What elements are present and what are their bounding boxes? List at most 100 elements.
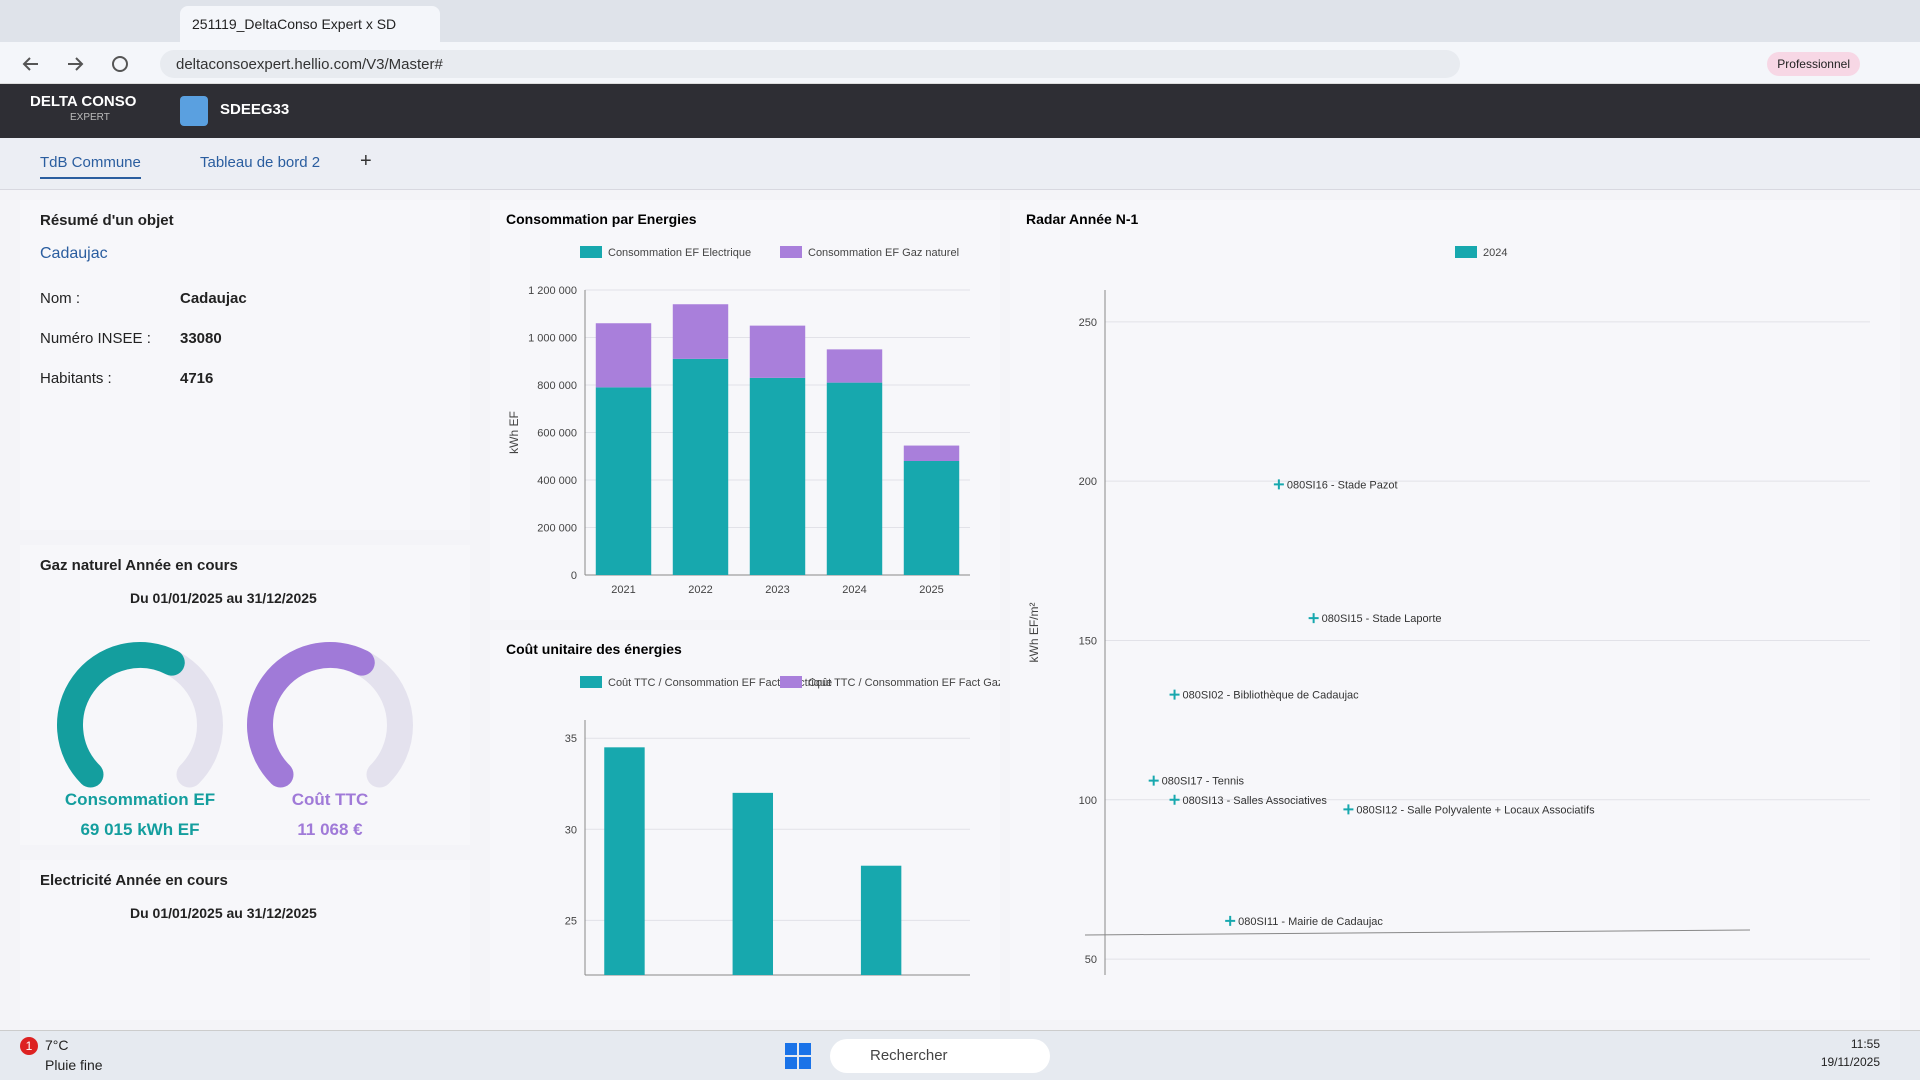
- weather[interactable]: Pluie fine: [45, 1057, 103, 1073]
- field-label: Numéro INSEE :: [40, 330, 151, 347]
- org-icon: [180, 96, 208, 126]
- gauge-value: [247, 642, 375, 788]
- clock-date: 19/11/2025: [1820, 1055, 1880, 1069]
- bar: [604, 747, 645, 975]
- unit-cost-chart: Coût unitaire des énergies Coût TTC / Con…: [490, 630, 1000, 1020]
- panel-title: Gaz naturel Année en cours: [40, 557, 238, 574]
- x-tick-label: 2021: [611, 584, 635, 596]
- point-label: 080SI16 - Stade Pazot: [1287, 479, 1398, 491]
- point-label: 080SI11 - Mairie de Cadaujac: [1238, 916, 1383, 928]
- point-label: 080SI13 - Salles Associatives: [1183, 795, 1328, 807]
- summary-panel: Résumé d'un objet Cadaujac Nom : Cadauja…: [20, 200, 470, 530]
- legend-swatch: [780, 246, 802, 258]
- legend-label: Consommation EF Electrique: [608, 247, 751, 259]
- x-tick-label: 2025: [919, 584, 943, 596]
- add-tab[interactable]: +: [360, 150, 372, 172]
- bar-segment: [595, 387, 652, 575]
- bar-segment: [903, 445, 960, 461]
- radar-chart: Radar Année N-1 2024 50 100 150 200 250 kWh EF/…: [1010, 200, 1900, 1020]
- legend-label: Coût TTC / Consommation EF Fact Electriq…: [608, 677, 832, 689]
- panel-title: Résumé d'un objet: [40, 212, 174, 229]
- y-tick-label: 600 000: [537, 428, 577, 440]
- y-tick-label: 800 000: [537, 380, 577, 392]
- bar-segment: [826, 382, 883, 575]
- point: [1273, 479, 1284, 490]
- field-value: Cadaujac: [180, 290, 247, 307]
- legend-swatch: [580, 676, 602, 688]
- point: [1148, 775, 1159, 786]
- point: [1343, 804, 1354, 815]
- field-value: 4716: [180, 370, 214, 387]
- y-tick-label: 200 000: [537, 523, 577, 535]
- browser-tab-bar: 251119_DeltaConso Expert x SD: [0, 0, 1920, 42]
- chart-title: Consommation par Energies: [506, 211, 697, 227]
- dashboard-tabs: TdB Commune Tableau de bord 2 +: [0, 138, 1920, 190]
- y-axis-label: kWh EF/m²: [1027, 603, 1041, 663]
- gauge-value-label: 11 068 €: [297, 820, 363, 839]
- gauge-label: Coût TTC: [292, 790, 368, 809]
- panel-title: Electricité Année en cours: [40, 872, 228, 889]
- gas-panel: Gaz naturel Année en cours Du 01/01/2025…: [20, 545, 470, 845]
- field-value: 33080: [180, 330, 222, 347]
- app-header: DELTA CONSO EXPERT SDEEG33: [0, 84, 1920, 138]
- clock-time: 11:55: [1850, 1037, 1880, 1051]
- organisation[interactable]: SDEEG33: [220, 101, 290, 118]
- y-axis-label: kWh EF: [507, 411, 521, 454]
- object-name[interactable]: Cadaujac: [40, 245, 108, 262]
- consumption-chart: Consommation par Energies Consommation EF…: [490, 200, 1000, 620]
- y-tick-label: 250: [1079, 317, 1097, 329]
- panel-bg: [1010, 200, 1900, 1020]
- legend-swatch: [780, 676, 802, 688]
- point-label: 080SI12 - Salle Polyvalente + Locaux Ass…: [1356, 804, 1595, 816]
- nav-buttons[interactable]: [20, 50, 140, 78]
- logo[interactable]: DELTA CONSO EXPERT: [30, 94, 136, 126]
- gauge-value-label: 69 015 kWh EF: [80, 820, 199, 839]
- y-tick-label: 25: [565, 915, 577, 927]
- y-tick-label: 150: [1079, 635, 1097, 647]
- chart-title: Coût unitaire des énergies: [506, 641, 682, 657]
- legend-label: Coût TTC / Consommation EF Fact Gaz natu…: [808, 677, 1000, 689]
- dashboard-tab[interactable]: TdB Commune: [40, 154, 141, 179]
- point-label: 080SI02 - Bibliothèque de Cadaujac: [1183, 690, 1360, 702]
- url[interactable]: deltaconsoexpert.hellio.com/V3/Master#: [160, 50, 1460, 78]
- profile-button[interactable]: Professionnel: [1767, 52, 1860, 76]
- dashboard-tab[interactable]: Tableau de bord 2: [200, 154, 321, 171]
- taskbar: 1 7°C Pluie fine Rechercher 11:55 19/11/…: [0, 1030, 1920, 1080]
- bar-segment: [749, 377, 806, 575]
- x-axis: [1084, 929, 1751, 936]
- y-tick-label: 200: [1079, 476, 1097, 488]
- bar: [860, 865, 902, 975]
- legend-swatch: [580, 246, 602, 258]
- period: Du 01/01/2025 au 31/12/2025: [130, 905, 317, 921]
- y-tick-label: 0: [571, 570, 577, 582]
- bar-segment: [826, 349, 883, 383]
- bar-segment: [903, 461, 960, 575]
- point-label: 080SI17 - Tennis: [1162, 776, 1245, 788]
- point: [1169, 689, 1180, 700]
- chart-title: Radar Année N-1: [1026, 211, 1139, 227]
- field-label: Habitants :: [40, 370, 112, 387]
- temperature[interactable]: 7°C: [45, 1037, 69, 1053]
- legend-swatch: [1455, 246, 1477, 258]
- start-button[interactable]: [785, 1043, 811, 1069]
- bar-segment: [595, 323, 652, 388]
- logo-sub: EXPERT: [70, 112, 110, 123]
- point: [1169, 794, 1180, 805]
- search-box[interactable]: Rechercher: [830, 1039, 1050, 1073]
- gauge-value: [57, 642, 185, 788]
- bar-segment: [672, 304, 729, 359]
- address-bar-row: deltaconsoexpert.hellio.com/V3/Master# P…: [0, 42, 1920, 84]
- gauges: Consommation EF 69 015 kWh EF Coût TTC 11 0…: [57, 642, 413, 839]
- y-tick-label: 50: [1085, 954, 1097, 966]
- x-tick-label: 2024: [842, 584, 866, 596]
- legend-label: 2024: [1483, 247, 1507, 259]
- electricity-panel: Electricité Année en cours Du 01/01/2025…: [20, 860, 470, 1020]
- y-tick-label: 35: [565, 733, 577, 745]
- point-label: 080SI15 - Stade Laporte: [1322, 613, 1442, 625]
- point: [1308, 613, 1319, 624]
- browser-tab[interactable]: 251119_DeltaConso Expert x SD: [180, 6, 440, 42]
- bar-segment: [672, 358, 729, 575]
- x-tick-label: 2023: [765, 584, 789, 596]
- y-tick-label: 1 000 000: [528, 333, 577, 345]
